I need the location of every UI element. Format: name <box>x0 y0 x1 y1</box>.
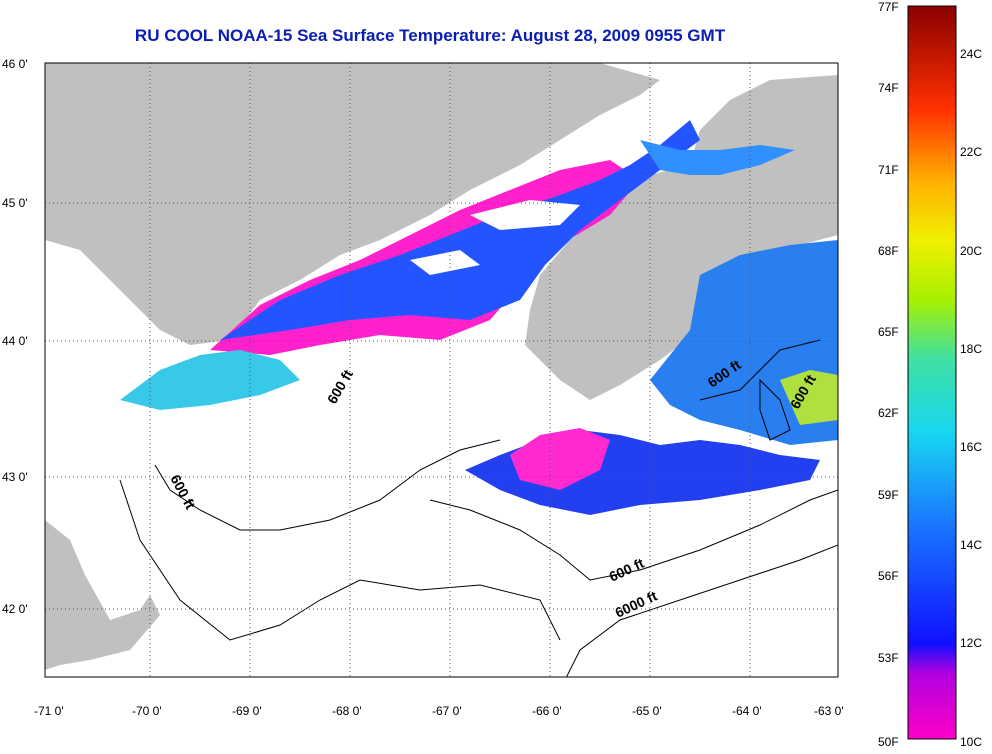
map-frame <box>44 62 839 678</box>
map-area <box>45 63 838 677</box>
colorbar-c-label: 14C <box>960 538 983 552</box>
lon-label: -71 0' <box>34 704 64 718</box>
contour-inner <box>119 479 561 641</box>
colorbar-f-label: 74F <box>878 81 899 95</box>
lon-label: -64 0' <box>732 704 762 718</box>
lat-label: 44 0' <box>2 334 28 348</box>
land-mainland <box>45 63 838 400</box>
contour-east <box>699 339 821 441</box>
colorbar-f-label: 62F <box>878 406 899 420</box>
colorbar-f-label: 71F <box>878 163 899 177</box>
land-cape-cod <box>45 520 160 670</box>
colorbar <box>907 5 957 740</box>
lon-label: -65 0' <box>632 704 662 718</box>
contour-6000ft <box>565 544 838 677</box>
colorbar-c-label: 24C <box>960 47 983 61</box>
colorbar-c-label: 18C <box>960 342 983 356</box>
map-title: RU COOL NOAA-15 Sea Surface Temperature:… <box>134 26 726 45</box>
colorbar-c-label: 12C <box>960 636 983 650</box>
colorbar-c-label: 20C <box>960 244 983 258</box>
contour-600ft-west <box>154 439 501 531</box>
lat-label: 46 0' <box>2 57 28 71</box>
sst-blue-band <box>220 120 700 340</box>
colorbar-f-label: 56F <box>878 569 899 583</box>
depth-contours <box>119 339 838 677</box>
lon-label: -68 0' <box>332 704 362 718</box>
graticule <box>45 63 838 677</box>
sst-fundy-blue <box>640 140 795 175</box>
colorbar-f-label: 50F <box>878 735 899 749</box>
colorbar-c-label: 10C <box>960 735 983 749</box>
lat-label: 43 0' <box>2 470 28 484</box>
lon-label: -67 0' <box>432 704 462 718</box>
sst-east-warm <box>780 370 838 425</box>
colorbar-f-label: 59F <box>878 488 899 502</box>
sst-offshore-pink <box>510 428 610 490</box>
colorbar-f-label: 77F <box>878 0 899 14</box>
contour-600ft-south <box>429 489 838 581</box>
sst-cyan-coastal <box>120 350 300 410</box>
colorbar-f-label: 53F <box>878 651 899 665</box>
colorbar-f-label: 65F <box>878 325 899 339</box>
lon-label: -70 0' <box>132 704 162 718</box>
colorbar-c-label: 22C <box>960 145 983 159</box>
colorbar-c-label: 16C <box>960 440 983 454</box>
colorbar-f-label: 68F <box>878 244 899 258</box>
lon-label: -66 0' <box>532 704 562 718</box>
lat-label: 45 0' <box>2 196 28 210</box>
sst-white-inshore <box>410 200 580 275</box>
lon-label: -63 0' <box>814 704 844 718</box>
lon-label: -69 0' <box>232 704 262 718</box>
lat-label: 42 0' <box>2 602 28 616</box>
